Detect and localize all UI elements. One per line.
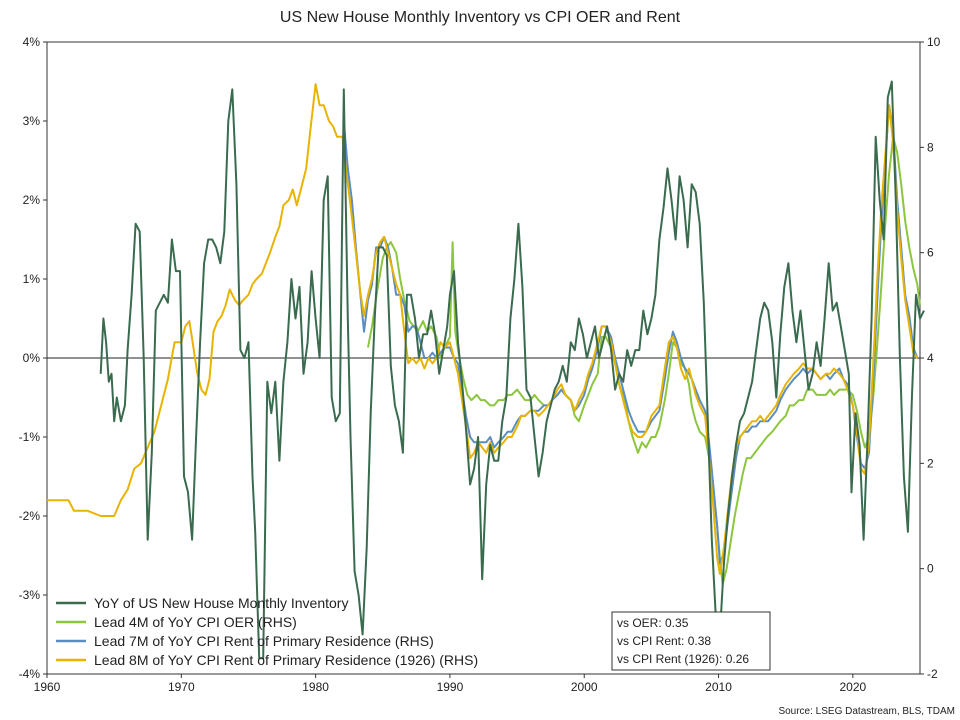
y-left-tick-label: 0% <box>23 351 41 365</box>
y-left-tick-label: 4% <box>23 35 41 49</box>
y-right-tick-label: 8 <box>927 140 934 154</box>
y-right-tick-label: 6 <box>927 246 934 260</box>
stat-cpi-rent-1926: vs CPI Rent (1926): 0.26 <box>617 652 749 666</box>
y-left-tick-label: -3% <box>19 588 41 602</box>
y-left-tick-label: -4% <box>19 667 41 681</box>
axes: -4% -3% -2% -1% 0% 1% 2% 3% 4% -2 0 2 4 6 8 10 1960 1970 1… <box>19 35 941 694</box>
x-tick-label: 1970 <box>168 680 195 694</box>
source-note: Source: LSEG Datastream, BLS, TDAM <box>778 706 955 717</box>
y-left-tick-label: 1% <box>23 272 41 286</box>
legend-entry-rent-1926: Lead 8M of YoY CPI Rent of Primary Resid… <box>94 652 478 668</box>
x-tick-label: 1960 <box>34 680 61 694</box>
x-tick-label: 1980 <box>302 680 329 694</box>
legend: YoY of US New House Monthly Inventory Lea… <box>56 595 478 668</box>
series-line-inventory <box>99 80 925 660</box>
y-right-tick-label: -2 <box>927 667 938 681</box>
stats-box-frame <box>611 611 771 671</box>
series-lines <box>47 80 925 660</box>
x-tick-label: 1990 <box>437 680 464 694</box>
y-left-tick-label: 2% <box>23 193 41 207</box>
chart-title: US New House Monthly Inventory vs CPI OE… <box>280 9 681 26</box>
stat-oer: vs OER: 0.35 <box>617 616 689 630</box>
y-right-tick-label: 4 <box>927 351 934 365</box>
stat-cpi-rent: vs CPI Rent: 0.38 <box>617 634 711 648</box>
y-right-tick-label: 2 <box>927 456 934 470</box>
x-tick-label: 2000 <box>571 680 598 694</box>
y-right-tick-label: 10 <box>927 35 941 49</box>
y-left-tick-label: -1% <box>19 430 41 444</box>
series-line-rent <box>342 104 919 565</box>
x-tick-label: 2010 <box>705 680 732 694</box>
series-line-oer <box>367 135 921 586</box>
x-tick-label: 2020 <box>839 680 866 694</box>
legend-entry-oer: Lead 4M of YoY CPI OER (RHS) <box>94 614 297 630</box>
y-left-tick-label: 3% <box>23 114 41 128</box>
series-line-rent-1926 <box>47 83 919 575</box>
y-left-tick-label: -2% <box>19 509 41 523</box>
y-right-tick-label: 0 <box>927 562 934 576</box>
stats-box: vs OER: 0.35 vs CPI Rent: 0.38 vs CPI Re… <box>611 611 771 671</box>
legend-entry-rent: Lead 7M of YoY CPI Rent of Primary Resid… <box>94 633 434 649</box>
legend-entry-inventory: YoY of US New House Monthly Inventory <box>94 595 348 611</box>
